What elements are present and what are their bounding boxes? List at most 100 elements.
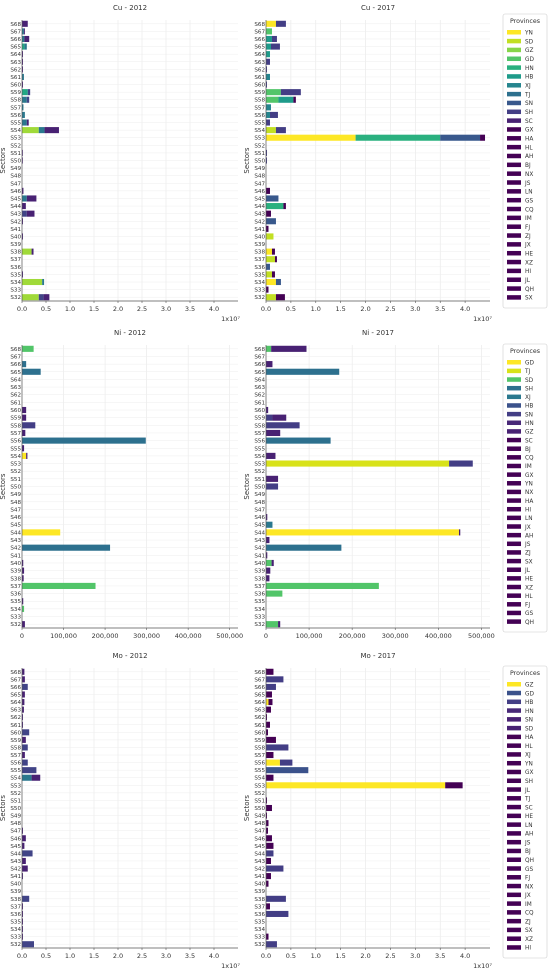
y-tick-label: S33 bbox=[10, 615, 21, 621]
y-axis-label: Sectors bbox=[0, 147, 7, 174]
x-offset-label: 1x10⁷ bbox=[473, 315, 492, 323]
y-tick-label: S58 bbox=[254, 98, 265, 104]
bar-S54 bbox=[266, 774, 274, 781]
legend-swatch bbox=[507, 437, 521, 443]
legend-label: NX bbox=[525, 172, 533, 178]
y-tick-label: S62 bbox=[254, 67, 265, 73]
y-tick-label: S41 bbox=[10, 227, 21, 233]
bar-S68 bbox=[266, 345, 272, 352]
legend-swatch bbox=[507, 215, 521, 221]
legend-swatch bbox=[507, 550, 521, 555]
legend-label: JX bbox=[524, 893, 531, 899]
legend-swatch bbox=[507, 403, 521, 408]
y-tick-label: S62 bbox=[10, 715, 21, 721]
legend-swatch bbox=[507, 690, 521, 696]
bar-S63 bbox=[266, 58, 270, 65]
legend-label: CQ bbox=[525, 456, 534, 462]
bar-S68 bbox=[266, 20, 276, 27]
bar-S44 bbox=[283, 203, 286, 210]
x-offset-label: 1x10⁷ bbox=[221, 962, 240, 970]
y-tick-label: S51 bbox=[10, 477, 21, 483]
y-tick-label: S56 bbox=[10, 113, 21, 119]
bar-S56 bbox=[22, 437, 146, 444]
bar-S40 bbox=[266, 559, 272, 567]
y-tick-label: S53 bbox=[10, 136, 21, 142]
y-tick-label: S37 bbox=[254, 904, 265, 910]
legend-swatch bbox=[507, 429, 521, 434]
y-tick-label: S33 bbox=[254, 935, 265, 941]
bar-S42 bbox=[266, 218, 276, 225]
legend-swatch bbox=[507, 576, 521, 581]
y-tick-label: S58 bbox=[254, 745, 265, 751]
legend-swatch bbox=[507, 277, 521, 282]
legend-label: SD bbox=[525, 726, 534, 732]
y-tick-label: S46 bbox=[254, 189, 265, 195]
x-tick-label: 300,000 bbox=[133, 632, 160, 640]
bar-S39 bbox=[22, 567, 25, 574]
y-tick-label: S42 bbox=[254, 546, 265, 552]
bar-S42 bbox=[266, 865, 284, 872]
bar-S54 bbox=[266, 127, 276, 134]
x-tick-label: 4.0 bbox=[460, 952, 470, 960]
y-tick-label: S34 bbox=[254, 927, 265, 933]
y-tick-label: S41 bbox=[254, 553, 265, 559]
x-tick-label: 0 bbox=[20, 632, 24, 640]
legend-label: GZ bbox=[525, 683, 533, 689]
bar-S42 bbox=[266, 544, 342, 551]
legend-label: TJ bbox=[524, 92, 531, 98]
y-tick-label: S41 bbox=[254, 227, 265, 233]
y-tick-label: S40 bbox=[254, 882, 265, 888]
bar-S66 bbox=[22, 683, 28, 690]
legend-swatch bbox=[507, 233, 521, 238]
x-tick-label: 2.5 bbox=[385, 305, 395, 313]
bar-S59 bbox=[266, 414, 273, 421]
bar-S67 bbox=[22, 676, 25, 683]
bar-S37 bbox=[266, 903, 270, 910]
x-tick-label: 3.5 bbox=[185, 952, 195, 960]
legend-label: SH bbox=[525, 110, 533, 116]
y-tick-label: S65 bbox=[254, 692, 265, 698]
bar-S63 bbox=[22, 58, 23, 65]
legend-swatch bbox=[507, 100, 521, 106]
bar-S59 bbox=[266, 89, 281, 96]
y-tick-label: S41 bbox=[10, 553, 21, 559]
bar-S50 bbox=[266, 804, 272, 812]
y-tick-label: S54 bbox=[254, 776, 265, 782]
y-tick-label: S50 bbox=[10, 485, 21, 491]
bar-S56 bbox=[22, 111, 25, 118]
legend-swatch bbox=[507, 857, 521, 862]
bar-S59 bbox=[27, 89, 31, 96]
y-tick-label: S37 bbox=[10, 257, 21, 263]
bar-S58 bbox=[26, 96, 30, 103]
legend-label: HE bbox=[525, 251, 533, 257]
bar-S43 bbox=[26, 210, 35, 217]
x-tick-label: 1.5 bbox=[335, 952, 345, 960]
legend-label: HI bbox=[525, 507, 531, 513]
y-tick-label: S39 bbox=[254, 569, 265, 575]
y-tick-label: S63 bbox=[10, 60, 21, 66]
y-tick-label: S48 bbox=[254, 821, 265, 827]
legend-swatch bbox=[507, 489, 521, 495]
bar-S45 bbox=[266, 521, 273, 528]
bar-S57 bbox=[22, 104, 24, 111]
y-tick-label: S67 bbox=[10, 29, 21, 35]
y-tick-label: S54 bbox=[10, 454, 21, 460]
legend-label: GX bbox=[525, 128, 533, 134]
legend-swatch bbox=[507, 584, 521, 590]
bar-S35 bbox=[22, 271, 23, 278]
y-tick-label: S42 bbox=[10, 219, 21, 225]
y-tick-label: S65 bbox=[254, 45, 265, 51]
legend-swatch bbox=[507, 602, 521, 607]
y-tick-label: S42 bbox=[254, 867, 265, 873]
y-tick-label: S35 bbox=[254, 920, 265, 926]
y-tick-label: S46 bbox=[254, 836, 265, 842]
legend-swatch bbox=[507, 848, 521, 854]
bar-S47 bbox=[22, 827, 23, 834]
y-tick-label: S68 bbox=[10, 670, 21, 676]
chart-title: Ni - 2012 bbox=[114, 329, 146, 337]
y-tick-label: S49 bbox=[254, 166, 265, 172]
bar-S32 bbox=[43, 294, 50, 301]
y-tick-label: S55 bbox=[10, 446, 21, 452]
y-tick-label: S65 bbox=[10, 370, 21, 376]
